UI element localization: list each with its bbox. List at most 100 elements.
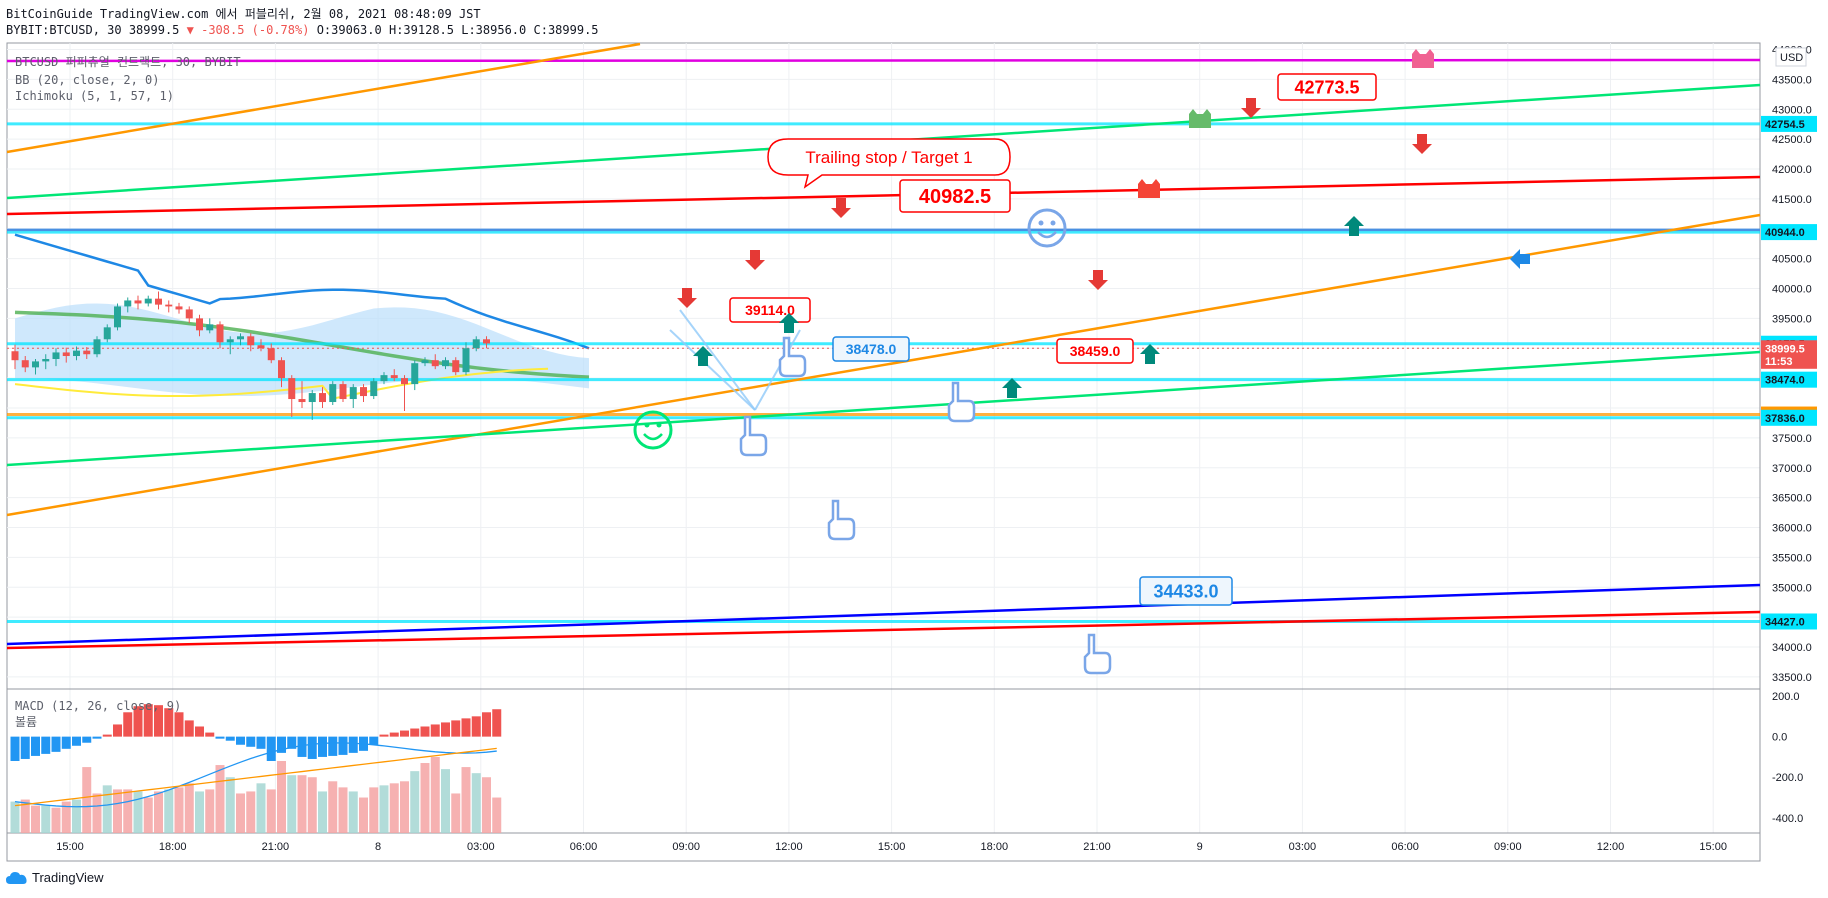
volume-bar [287,775,297,833]
trailing-stop-label: Trailing stop / Target 1 [805,148,972,167]
candle [165,304,173,307]
candle [319,393,326,403]
candle [144,298,152,304]
candle [257,345,265,349]
candle [380,375,388,382]
ichimoku-baseline [14,310,590,379]
candle [278,360,285,379]
price-tick-label: 41500.0 [1772,194,1812,206]
volume-bar [133,791,143,833]
arrow-left-icon [1510,249,1530,269]
volume-bar [277,760,286,833]
x-tick-label: 21:00 [1083,841,1111,853]
price-label: 37836.0 [1765,413,1805,425]
volume-bar [266,789,276,833]
x-tick-label: 18:00 [159,841,187,853]
macd-histogram-bar [277,736,286,753]
price-tick-label: 36500.0 [1772,493,1812,505]
macd-histogram-bar [348,736,358,753]
x-tick-label: 09:00 [1494,841,1522,853]
candle [52,352,60,360]
x-tick-label: 8 [375,841,381,853]
bb-indicator-label: BB (20, close, 2, 0) [15,73,160,87]
x-tick-label: 12:00 [1597,841,1625,853]
macd-histogram-bar [420,726,430,737]
brand-name: TradingView [32,870,104,885]
macd-pane [10,704,502,833]
cat-icon [1412,49,1434,68]
x-tick-label: 12:00 [775,841,803,853]
x-tick-label: 15:00 [56,841,84,853]
open-value: O:39063.0 [316,23,382,37]
macd-histogram-bar [92,736,102,739]
macd-histogram-bar [451,720,461,737]
price-label-tag [1761,224,1817,241]
macd-histogram-bar [307,736,317,759]
candle [390,375,398,379]
volume-bar [20,799,30,833]
macd-histogram-bar [225,736,235,741]
candle [247,336,255,346]
volume-bar [225,777,235,833]
cat-icon [1189,109,1211,128]
volume-bar [420,763,430,833]
macd-histogram-bar [338,736,348,755]
price-tick-label: 37500.0 [1772,433,1812,445]
cat-icon [1138,179,1160,198]
candle [21,360,29,368]
price-tick-label: 40000.0 [1772,284,1812,296]
volume-bar [123,789,133,833]
macd-histogram-bar [441,722,450,737]
macd-histogram-bar [195,726,204,737]
price-tick-label: 36000.0 [1772,523,1812,535]
red-trend-line-lower [6,610,1761,650]
volume-bar [154,791,163,833]
volume-bar [318,791,327,833]
price-tick-label: 43500.0 [1772,74,1812,86]
bb-lower-line [14,367,549,400]
magenta-line [6,58,1761,63]
price-callout-40982-box [899,179,1011,213]
volume-indicator-label: 볼륨 [15,715,37,729]
signal-line [14,747,497,807]
candle [42,359,50,362]
volume-bar [328,781,338,833]
smiley-icon [633,410,673,450]
bb-upper-line [14,233,590,350]
arrow-down-icon [677,288,697,308]
price-tick-label: 40500.0 [1772,254,1812,266]
candle [196,318,203,331]
price-callout-38459-box [1056,338,1134,364]
candle [411,363,419,385]
tradingview-logo[interactable]: TradingView [6,870,104,885]
volume-bar [143,797,153,833]
price-label-tag [1761,371,1817,388]
orange-trend-line-lower [6,213,1761,517]
volume-bar [164,789,174,833]
currency-box [1775,47,1807,67]
price-callout-39114: 39114.0 [745,302,795,318]
macd-histogram-bar [51,736,61,752]
macd-histogram-bar [297,736,307,757]
candle [298,399,306,403]
volume-bar [441,769,450,833]
price-label-tag [1761,352,1817,369]
volume-bar [369,787,379,833]
macd-histogram-bar [256,736,266,749]
macd-histogram-bar [430,724,440,737]
macd-histogram-bar [41,736,51,754]
volume-bar [92,793,102,833]
price-tick-label: 39500.0 [1772,313,1812,325]
pointing-hand-icon [947,381,976,423]
price-label: 38999.5 [1765,343,1805,355]
volume-bar [215,765,225,833]
pointing-hand-icon [827,499,856,541]
volume-bar [348,791,358,833]
price-callout-40982: 40982.5 [919,186,991,208]
macd-histogram-bar [246,736,256,747]
macd-histogram-bar [410,728,420,737]
volume-bar [236,793,245,833]
candle [329,384,337,403]
price-tick-label: 35500.0 [1772,552,1812,564]
